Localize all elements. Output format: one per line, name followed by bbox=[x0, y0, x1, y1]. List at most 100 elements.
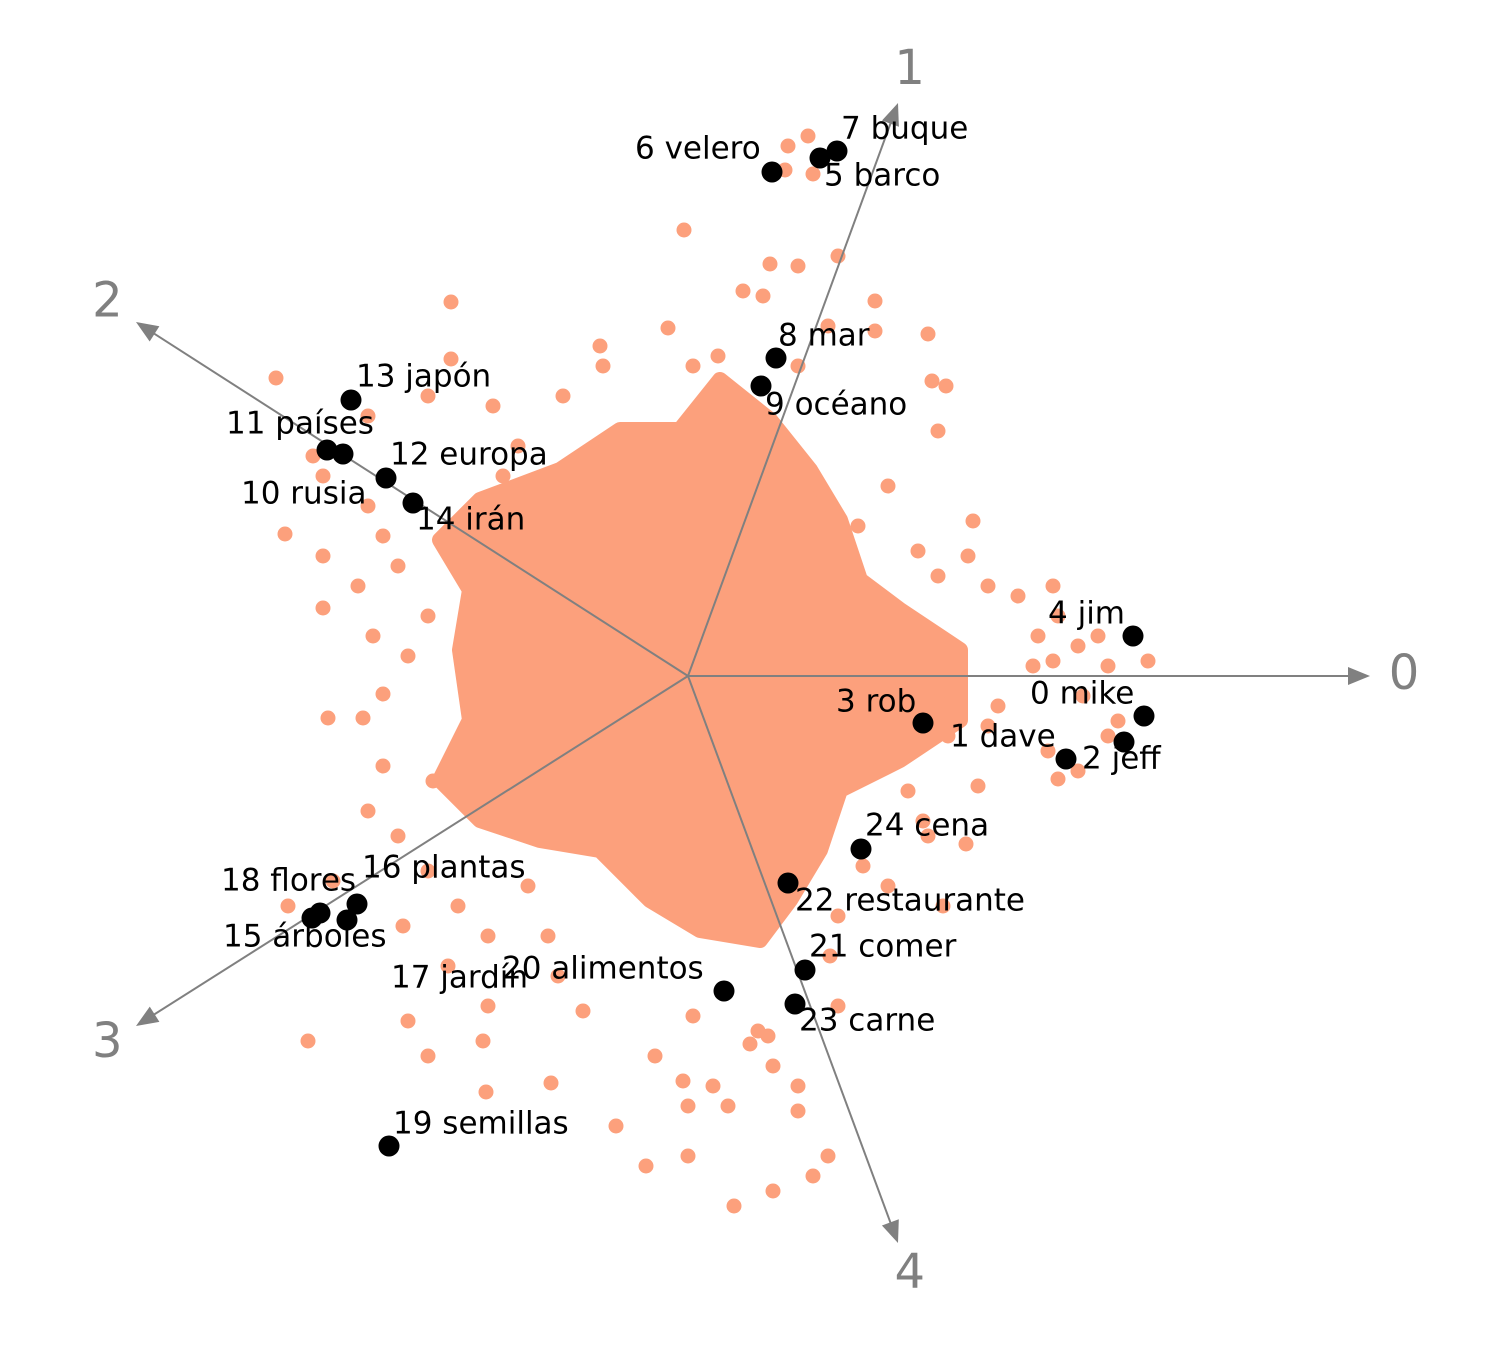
background-point bbox=[475, 1033, 491, 1049]
background-point bbox=[1070, 638, 1086, 654]
background-point bbox=[1140, 653, 1156, 669]
point-label: 13 japón bbox=[356, 359, 491, 395]
background-point bbox=[425, 773, 441, 789]
background-point bbox=[675, 1073, 691, 1089]
highlighted-point bbox=[784, 993, 806, 1015]
axis-arrowhead bbox=[1348, 667, 1370, 685]
background-point bbox=[880, 478, 896, 494]
point-label: 24 cena bbox=[865, 808, 989, 844]
background-point bbox=[480, 998, 496, 1014]
background-point bbox=[867, 293, 883, 309]
background-point bbox=[400, 1013, 416, 1029]
point-label: 22 restaurante bbox=[795, 883, 1025, 919]
background-point bbox=[1040, 743, 1056, 759]
axis-arrowhead bbox=[881, 1219, 899, 1243]
point-label: 21 comer bbox=[809, 929, 957, 965]
background-point bbox=[930, 423, 946, 439]
background-point bbox=[910, 543, 926, 559]
background-point bbox=[420, 388, 436, 404]
highlighted-point bbox=[713, 980, 735, 1002]
highlighted-point bbox=[375, 467, 397, 489]
background-point bbox=[592, 338, 608, 354]
background-point bbox=[1075, 688, 1091, 704]
background-point bbox=[420, 863, 436, 879]
point-label: 11 países bbox=[226, 406, 374, 442]
background-point bbox=[790, 1103, 806, 1119]
background-point bbox=[880, 878, 896, 894]
background-point bbox=[1030, 628, 1046, 644]
point-label: 23 carne bbox=[799, 1003, 935, 1039]
axis-label: 2 bbox=[92, 273, 123, 329]
background-point bbox=[277, 526, 293, 542]
highlighted-point bbox=[1113, 731, 1135, 753]
background-point bbox=[755, 288, 771, 304]
background-point bbox=[360, 408, 376, 424]
background-point bbox=[855, 858, 871, 874]
background-point bbox=[750, 1023, 766, 1039]
highlighted-point bbox=[309, 902, 331, 924]
background-point bbox=[930, 693, 946, 709]
point-label: 16 plantas bbox=[362, 850, 526, 886]
background-point bbox=[1090, 628, 1106, 644]
highlighted-point bbox=[1133, 705, 1155, 727]
background-point bbox=[443, 294, 459, 310]
background-point bbox=[400, 648, 416, 664]
highlighted-point bbox=[316, 439, 338, 461]
axis-arrowhead bbox=[136, 1006, 160, 1026]
highlighted-point bbox=[1122, 625, 1144, 647]
background-point bbox=[820, 318, 836, 334]
axis-arrowhead bbox=[881, 103, 899, 127]
background-point bbox=[478, 1084, 494, 1100]
background-point bbox=[915, 813, 931, 829]
background-point bbox=[325, 873, 341, 889]
background-point bbox=[735, 283, 751, 299]
background-point bbox=[638, 1158, 654, 1174]
background-point bbox=[1050, 608, 1066, 624]
highlighted-point bbox=[826, 140, 848, 162]
background-point bbox=[365, 628, 381, 644]
background-point bbox=[970, 778, 986, 794]
point-label: 19 semillas bbox=[393, 1106, 569, 1142]
highlighted-point bbox=[1055, 748, 1077, 770]
point-label: 10 rusia bbox=[241, 476, 366, 512]
background-point bbox=[940, 728, 956, 744]
background-point bbox=[830, 998, 846, 1014]
background-point bbox=[450, 898, 466, 914]
background-point bbox=[958, 836, 974, 852]
background-point bbox=[440, 958, 456, 974]
background-point bbox=[360, 498, 376, 514]
background-point bbox=[375, 758, 391, 774]
background-point bbox=[320, 710, 336, 726]
background-point bbox=[780, 138, 796, 154]
highlighted-point bbox=[332, 443, 354, 465]
point-label: 14 irán bbox=[416, 502, 525, 538]
point-label: 8 mar bbox=[778, 318, 870, 354]
point-label: 4 jim bbox=[1048, 596, 1125, 632]
background-point bbox=[726, 1198, 742, 1214]
background-point bbox=[900, 783, 916, 799]
background-point bbox=[375, 686, 391, 702]
background-point bbox=[920, 828, 936, 844]
point-label: 18 flores bbox=[221, 863, 356, 899]
background-point bbox=[315, 468, 331, 484]
background-point bbox=[705, 1078, 721, 1094]
background-point bbox=[805, 166, 821, 182]
background-point bbox=[360, 803, 376, 819]
point-label: 12 europa bbox=[390, 437, 548, 473]
background-point bbox=[938, 378, 954, 394]
highlighted-point bbox=[402, 492, 424, 514]
point-label: 1 dave bbox=[950, 719, 1056, 755]
background-point bbox=[680, 1098, 696, 1114]
background-point bbox=[575, 1003, 591, 1019]
axis-line bbox=[150, 675, 689, 1018]
background-point bbox=[762, 256, 778, 272]
background-point bbox=[822, 948, 838, 964]
axis-arrowhead bbox=[136, 322, 160, 342]
background-point bbox=[1045, 578, 1061, 594]
background-point bbox=[300, 1033, 316, 1049]
axis-line bbox=[687, 675, 893, 1227]
highlighted-point bbox=[765, 347, 787, 369]
highlighted-point bbox=[809, 147, 831, 169]
background-point bbox=[830, 248, 846, 264]
background-point bbox=[790, 1078, 806, 1094]
